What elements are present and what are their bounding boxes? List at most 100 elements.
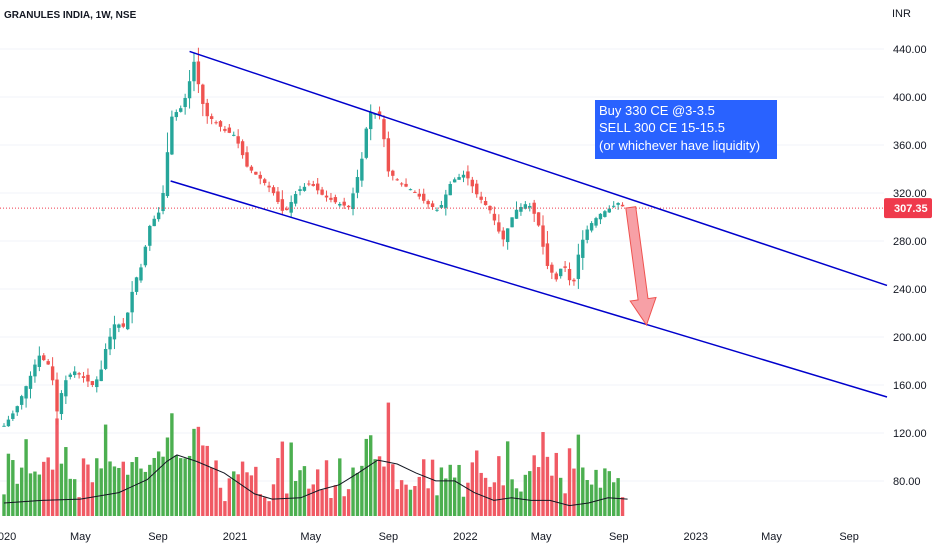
candle — [576, 243, 581, 289]
candle-body — [276, 191, 280, 202]
candle — [377, 106, 382, 120]
volume-bar — [24, 439, 28, 516]
candle-body — [554, 273, 558, 280]
volume-bar — [143, 471, 148, 516]
volume-bar — [523, 474, 528, 516]
candle-body — [289, 202, 293, 213]
candle — [355, 169, 360, 199]
volume-bar — [236, 474, 240, 516]
x-tick-label: May — [531, 531, 552, 543]
candle-body — [6, 419, 11, 427]
volume-bar — [64, 447, 68, 516]
candle-body — [187, 81, 192, 99]
candle — [254, 171, 258, 175]
candle-body — [452, 179, 457, 183]
candle — [77, 371, 81, 379]
candle-body — [563, 266, 567, 268]
candle — [103, 343, 108, 371]
candle-body — [413, 191, 417, 193]
candle — [245, 146, 249, 168]
candle — [514, 201, 519, 219]
candle-body — [254, 171, 258, 175]
candle-body — [585, 229, 589, 240]
symbol-title: GRANULES INDIA, 1W, NSE — [4, 10, 137, 21]
candle — [364, 126, 368, 160]
y-tick-label: 280.00 — [893, 236, 927, 248]
volume-bar — [2, 494, 6, 516]
candle-body — [338, 203, 342, 206]
volume-bar — [360, 465, 364, 516]
candle — [488, 205, 492, 214]
candle — [148, 224, 152, 251]
volume-bar — [355, 472, 360, 516]
candle-body — [457, 177, 461, 180]
candle — [603, 210, 607, 218]
candle-body — [50, 366, 55, 381]
candle-body — [201, 84, 205, 104]
candle-body — [444, 194, 448, 208]
y-tick-label: 400.00 — [893, 92, 927, 104]
candle-body — [311, 184, 315, 186]
candle-body — [130, 291, 134, 313]
candle-body — [558, 268, 563, 277]
candle-body — [271, 187, 276, 194]
candle — [99, 360, 103, 382]
volume-bar — [19, 467, 24, 516]
volume-bar — [333, 485, 338, 516]
candle — [391, 169, 395, 181]
candle-body — [572, 279, 576, 282]
candle — [59, 390, 64, 420]
candle — [201, 83, 205, 117]
candle-body — [280, 199, 285, 211]
candle — [497, 214, 501, 234]
candle-body — [355, 177, 360, 193]
candle — [616, 202, 620, 210]
volume-bar — [585, 480, 589, 516]
candle — [607, 205, 611, 213]
volume-bar — [616, 478, 620, 516]
volume-bar — [262, 497, 267, 516]
volume-bar — [152, 457, 156, 516]
volume-bar — [369, 435, 373, 516]
candle — [563, 261, 567, 272]
volume-bar — [187, 455, 192, 516]
volume-bar — [470, 462, 475, 516]
candle — [470, 176, 475, 194]
volume-bar — [161, 456, 165, 516]
volume-bar — [205, 445, 209, 516]
volume-bar — [514, 488, 519, 516]
candle-body — [408, 189, 413, 191]
candle-body — [422, 193, 426, 201]
volume-bar — [417, 476, 422, 516]
candle — [156, 207, 161, 222]
candle — [121, 318, 125, 329]
price-axis[interactable]: 440.00 400.00 360.00 320.00 280.00 240.00 200.… — [893, 44, 927, 488]
candle-body — [324, 195, 329, 198]
candle-body — [523, 204, 528, 209]
candle — [95, 376, 99, 393]
volume-bar — [382, 466, 386, 516]
candle — [307, 180, 311, 187]
candle — [126, 312, 130, 331]
volume-bar — [576, 434, 581, 516]
candle — [320, 186, 324, 196]
volume-bar — [461, 496, 466, 516]
x-tick-label: 2022 — [453, 531, 477, 543]
volume-bar — [457, 464, 461, 516]
volume-bar — [108, 461, 112, 516]
candle — [223, 125, 227, 133]
candle — [461, 170, 466, 183]
time-axis[interactable]: 2020 May Sep 2021 May Sep 2022 May Sep 2023 May Sep — [0, 531, 859, 543]
candle-body — [249, 166, 254, 171]
candle — [55, 372, 59, 425]
volume-bar — [448, 464, 452, 516]
candle — [558, 268, 563, 279]
candle-body — [72, 371, 77, 376]
candle — [342, 197, 346, 210]
volume-bar — [528, 471, 532, 516]
candle-body — [46, 361, 50, 365]
volume-bar — [315, 469, 320, 516]
candle — [72, 366, 77, 378]
annotation-line-sell: SELL 300 CE 15-15.5 — [599, 120, 725, 135]
